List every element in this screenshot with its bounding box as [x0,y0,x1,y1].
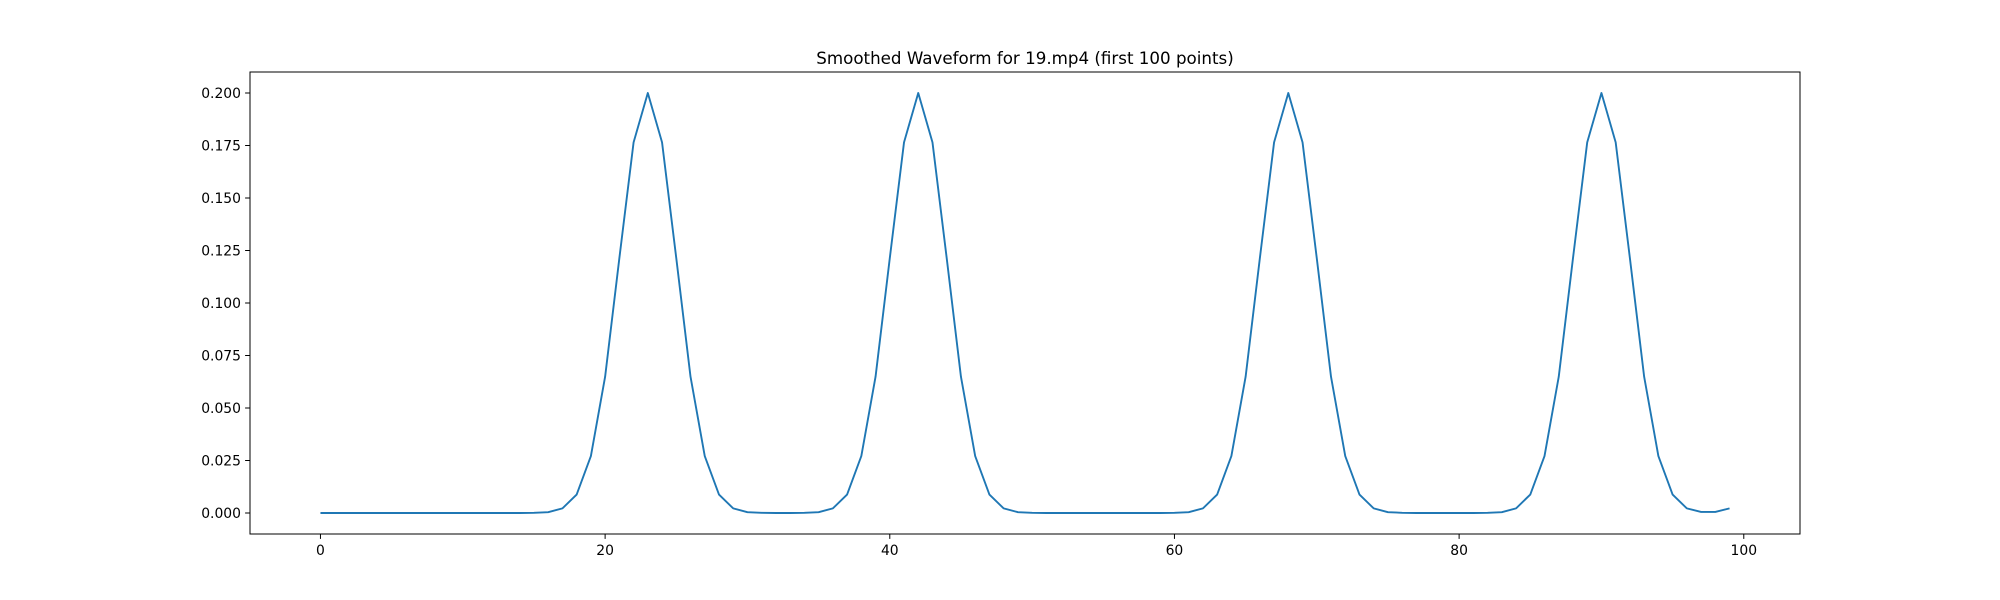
y-tick-label: 0.100 [201,296,241,312]
x-tick-label: 80 [1450,543,1468,559]
chart-title: Smoothed Waveform for 19.mp4 (first 100 … [816,48,1233,68]
y-tick-label: 0.125 [201,244,241,260]
x-tick-label: 0 [316,543,325,559]
x-tick-label: 100 [1731,543,1758,559]
y-tick-label: 0.075 [201,349,241,365]
axis-ticks: 0 20 40 60 80 100 0.000 0.025 0.050 0.075 0.100 0.1… [201,86,1757,559]
y-tick-label: 0.025 [201,454,241,470]
y-tick-label: 0.175 [201,139,241,155]
x-tick-label: 40 [881,543,899,559]
y-tick-label: 0.000 [201,506,241,522]
y-tick-label: 0.200 [201,86,241,102]
y-tick-label: 0.150 [201,191,241,207]
x-tick-label: 60 [1166,543,1184,559]
y-tick-label: 0.050 [201,401,241,417]
x-tick-label: 20 [596,543,614,559]
series-line [320,92,1730,514]
plot-area [320,92,1730,514]
axes-frame [249,71,1801,535]
